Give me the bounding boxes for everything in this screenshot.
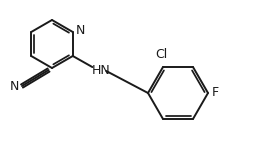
Text: N: N	[10, 81, 19, 93]
Text: Cl: Cl	[155, 48, 167, 61]
Text: F: F	[212, 87, 219, 99]
Text: HN: HN	[92, 64, 111, 76]
Text: N: N	[76, 24, 85, 38]
